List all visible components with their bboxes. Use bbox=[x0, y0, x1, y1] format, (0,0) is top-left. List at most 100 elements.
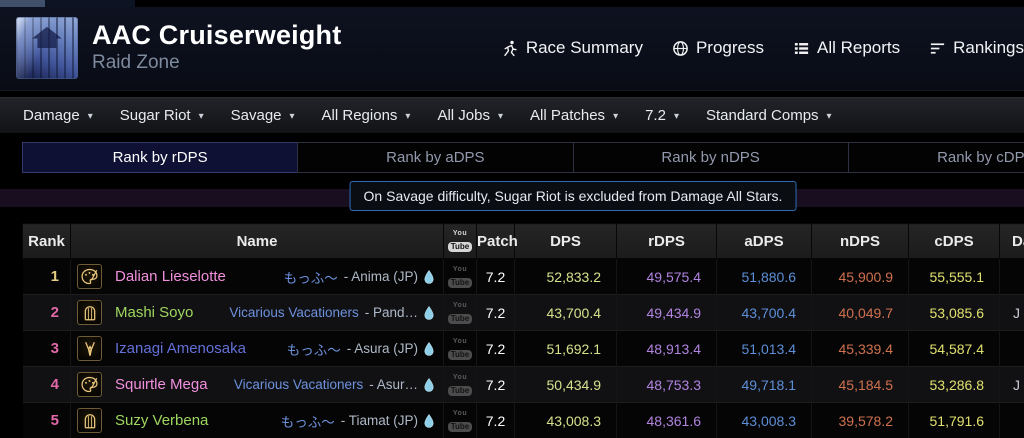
dps-value: 43,700.4 bbox=[515, 295, 617, 331]
ndps-value: 39,578.2 bbox=[812, 403, 909, 438]
nav-all-reports[interactable]: All Reports bbox=[793, 38, 900, 58]
page-subtitle: Raid Zone bbox=[92, 52, 341, 74]
table-row: 3 Izanagi Amenosaka もっふ〜 - Asura (JP) Yo… bbox=[23, 331, 1024, 367]
team-name[interactable]: もっふ〜 bbox=[287, 339, 341, 359]
bard-job-icon bbox=[77, 408, 102, 433]
cdps-value: 54,587.4 bbox=[909, 331, 1000, 367]
team-name[interactable]: Vicarious Vacationers bbox=[234, 377, 363, 392]
droplet-icon[interactable] bbox=[424, 342, 434, 356]
filter-label: All Regions bbox=[322, 107, 398, 124]
date-value: J bbox=[1000, 367, 1024, 403]
table-row: 2 Mashi Soyo Vicarious Vacationers - Pan… bbox=[23, 295, 1024, 331]
chevron-down-icon: ▾ bbox=[199, 111, 204, 122]
cdps-value: 51,791.6 bbox=[909, 403, 1000, 438]
nav-label: Rankings bbox=[953, 38, 1024, 58]
zone-header: AAC Cruiserweight Raid Zone Race Summary… bbox=[0, 7, 1024, 91]
date-value bbox=[1000, 403, 1024, 438]
col-header-rank: Rank bbox=[23, 224, 71, 259]
pictomancer-job-icon bbox=[77, 372, 102, 397]
adps-value: 43,008.3 bbox=[717, 403, 812, 438]
tab-rank-by-cdps[interactable]: Rank by cDPS bbox=[848, 142, 1024, 173]
filter-comps[interactable]: Standard Comps▾ bbox=[706, 107, 832, 124]
adps-value: 43,700.4 bbox=[717, 295, 812, 331]
globe-icon bbox=[672, 40, 689, 57]
server-name: - Pand… bbox=[365, 305, 418, 320]
rdps-value: 49,434.9 bbox=[617, 295, 717, 331]
filter-jobs[interactable]: All Jobs ▾ bbox=[437, 107, 503, 124]
ndps-value: 45,339.4 bbox=[812, 331, 909, 367]
ndps-value: 45,184.5 bbox=[812, 367, 909, 403]
tab-rank-by-rdps[interactable]: Rank by rDPS bbox=[22, 142, 298, 173]
player-name[interactable]: Dalian Lieselotte bbox=[115, 268, 226, 285]
droplet-icon[interactable] bbox=[424, 306, 434, 320]
nav-rankings[interactable]: Rankings bbox=[929, 38, 1024, 58]
guild-group: Vicarious Vacationers - Asur… bbox=[234, 377, 434, 392]
date-value bbox=[1000, 331, 1024, 367]
col-header-date: Date bbox=[1000, 224, 1024, 259]
rank-number: 4 bbox=[23, 367, 71, 403]
droplet-icon[interactable] bbox=[424, 270, 434, 284]
runner-icon bbox=[502, 40, 519, 57]
pictomancer-job-icon bbox=[77, 264, 102, 289]
notice-message: On Savage difficulty, Sugar Riot is excl… bbox=[350, 181, 797, 211]
name-cell: Izanagi Amenosaka もっふ〜 - Asura (JP) bbox=[71, 336, 443, 361]
filter-label: All Patches bbox=[530, 107, 605, 124]
guild-group: もっふ〜 - Asura (JP) bbox=[287, 339, 434, 359]
droplet-icon[interactable] bbox=[424, 378, 434, 392]
name-cell: Dalian Lieselotte もっふ〜 - Anima (JP) bbox=[71, 264, 443, 289]
zone-titles: AAC Cruiserweight Raid Zone bbox=[92, 20, 341, 74]
dps-value: 52,833.2 bbox=[515, 259, 617, 295]
filter-label: All Jobs bbox=[437, 107, 490, 124]
notice-area: On Savage difficulty, Sugar Riot is excl… bbox=[0, 181, 1024, 214]
nav-label: Progress bbox=[696, 38, 764, 58]
tab-rank-by-ndps[interactable]: Rank by nDPS bbox=[573, 142, 849, 173]
filter-label: Damage bbox=[23, 107, 80, 124]
tab-rank-by-adps[interactable]: Rank by aDPS bbox=[297, 142, 573, 173]
date-value bbox=[1000, 259, 1024, 295]
dragoon-job-icon bbox=[77, 336, 102, 361]
team-name[interactable]: Vicarious Vacationers bbox=[229, 305, 358, 320]
filter-boss[interactable]: Sugar Riot ▾ bbox=[120, 107, 204, 124]
chevron-down-icon: ▾ bbox=[498, 111, 503, 122]
name-cell: Suzy Verbena もっふ〜 - Tiamat (JP) bbox=[71, 408, 443, 433]
filter-label: Sugar Riot bbox=[120, 107, 191, 124]
team-name[interactable]: もっふ〜 bbox=[281, 411, 335, 431]
rdps-value: 48,361.6 bbox=[617, 403, 717, 438]
player-name[interactable]: Mashi Soyo bbox=[115, 304, 193, 321]
bard-job-icon bbox=[77, 300, 102, 325]
player-name[interactable]: Izanagi Amenosaka bbox=[115, 340, 246, 357]
nav-race-summary[interactable]: Race Summary bbox=[502, 38, 643, 58]
filter-label: 7.2 bbox=[645, 107, 666, 124]
top-nav: Race Summary Progress All Reports Rankin… bbox=[502, 38, 1024, 58]
page-title: AAC Cruiserweight bbox=[92, 20, 341, 50]
list-icon bbox=[793, 40, 810, 57]
sort-lines-icon bbox=[929, 40, 946, 57]
droplet-icon[interactable] bbox=[424, 414, 434, 428]
filter-difficulty[interactable]: Savage▾ bbox=[231, 107, 295, 124]
filter-region[interactable]: All Regions▾ bbox=[322, 107, 411, 124]
chevron-down-icon: ▾ bbox=[613, 111, 618, 122]
player-name[interactable]: Squirtle Mega bbox=[115, 376, 208, 393]
server-name: - Anima (JP) bbox=[344, 269, 418, 284]
team-name[interactable]: もっふ〜 bbox=[284, 267, 338, 287]
filter-patches[interactable]: All Patches ▾ bbox=[530, 107, 618, 124]
cdps-value: 55,555.1 bbox=[909, 259, 1000, 295]
zone-thumbnail bbox=[16, 17, 78, 79]
nav-label: All Reports bbox=[817, 38, 900, 58]
filter-bar: Damage▾ Sugar Riot▾ Savage▾ All Regions▾… bbox=[0, 97, 1024, 134]
filter-metric[interactable]: Damage ▾ bbox=[23, 107, 93, 124]
ndps-value: 40,049.7 bbox=[812, 295, 909, 331]
cdps-value: 53,286.8 bbox=[909, 367, 1000, 403]
player-name[interactable]: Suzy Verbena bbox=[115, 412, 208, 429]
filter-patch-version[interactable]: 7.2▾ bbox=[645, 107, 679, 124]
chevron-down-icon: ▾ bbox=[88, 111, 93, 122]
nav-progress[interactable]: Progress bbox=[672, 38, 764, 58]
